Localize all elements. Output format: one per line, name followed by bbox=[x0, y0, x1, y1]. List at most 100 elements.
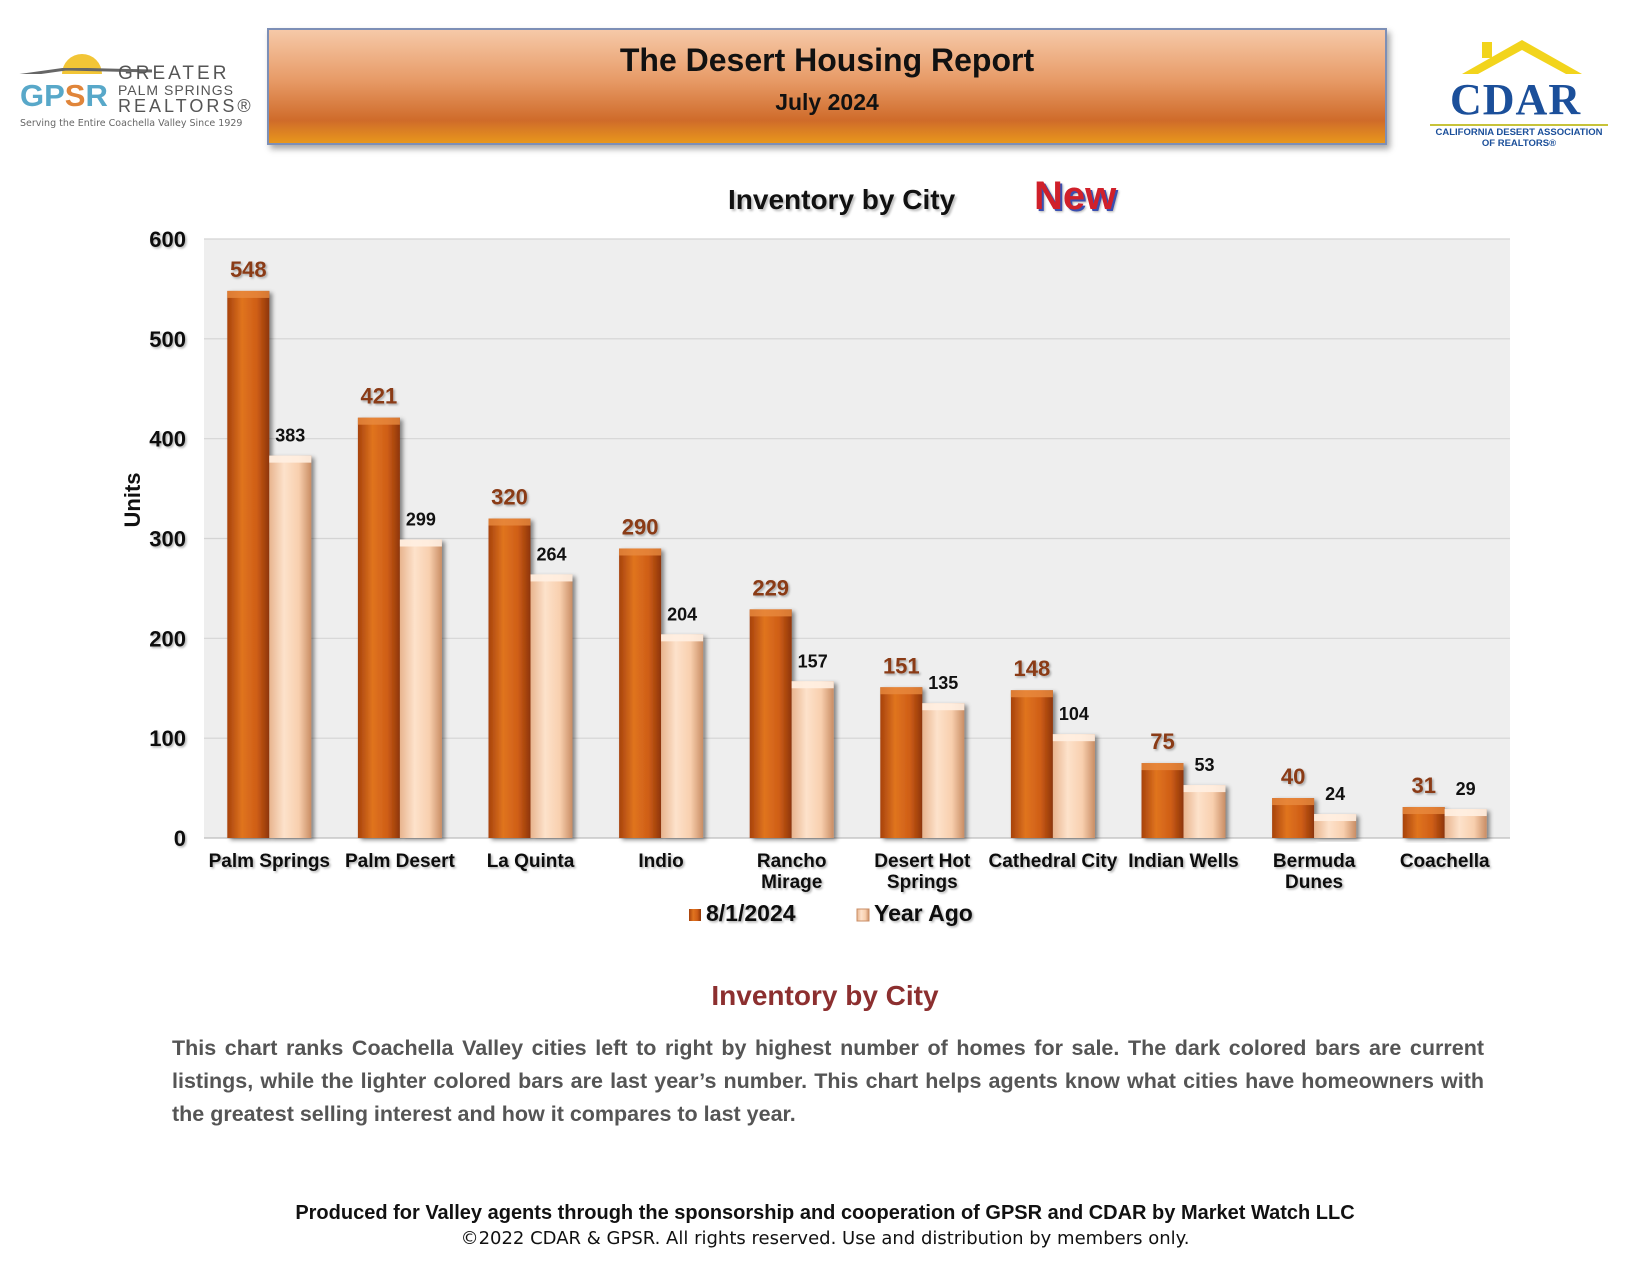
data-label-current: 421 bbox=[361, 384, 398, 409]
data-label-year-ago: 204 bbox=[667, 604, 697, 624]
roof-line-icon bbox=[19, 68, 152, 74]
data-label-current: 320 bbox=[491, 485, 528, 510]
cdar-logo: CDAR CALIFORNIA DESERT ASSOCIATION OF RE… bbox=[1420, 38, 1620, 149]
bar-year-ago bbox=[1052, 734, 1095, 838]
cdar-subtitle-line1: CALIFORNIA DESERT ASSOCIATION bbox=[1435, 127, 1603, 138]
x-category-label: Indio bbox=[638, 851, 683, 872]
report-header: The Desert Housing Report July 2024 bbox=[267, 28, 1387, 145]
bar-current-cap bbox=[880, 687, 923, 695]
y-tick-label: 500 bbox=[149, 327, 186, 352]
section-description: This chart ranks Coachella Valley cities… bbox=[172, 1036, 1484, 1126]
bar-current-cap bbox=[1141, 763, 1184, 771]
x-category-label: Palm Desert bbox=[345, 851, 456, 872]
bar-current-cap bbox=[488, 518, 531, 526]
new-badge: New bbox=[1034, 174, 1117, 218]
y-tick-label: 600 bbox=[149, 227, 186, 252]
bar-year-ago-cap bbox=[1052, 734, 1095, 742]
x-category-label: Palm Springs bbox=[209, 851, 330, 872]
x-category-label: La Quinta bbox=[487, 851, 575, 872]
cdar-wordmark: CDAR bbox=[1450, 75, 1582, 124]
bar-year-ago-cap bbox=[530, 574, 573, 582]
x-category-label: Mirage bbox=[761, 872, 822, 893]
bar-year-ago bbox=[661, 634, 704, 838]
x-category-label: Coachella bbox=[1400, 851, 1490, 872]
x-category-label: Springs bbox=[887, 872, 958, 893]
bar-current bbox=[488, 518, 531, 838]
data-label-year-ago: 157 bbox=[798, 651, 828, 671]
footer-copyright: ©2022 CDAR & GPSR. All rights reserved. … bbox=[460, 1228, 1190, 1249]
data-label-year-ago: 53 bbox=[1194, 755, 1214, 775]
data-label-current: 31 bbox=[1411, 773, 1435, 798]
y-tick-label: 0 bbox=[174, 826, 186, 851]
data-label-current: 40 bbox=[1281, 764, 1305, 789]
bar-year-ago bbox=[269, 455, 312, 838]
x-category-label: Dunes bbox=[1285, 872, 1343, 893]
bar-year-ago bbox=[922, 703, 965, 838]
bar-current-cap bbox=[1402, 807, 1445, 815]
bar-year-ago bbox=[530, 574, 573, 838]
bar-current-cap bbox=[749, 609, 792, 617]
bar-year-ago-cap bbox=[1183, 785, 1226, 793]
data-label-year-ago: 383 bbox=[275, 426, 305, 446]
bar-year-ago-cap bbox=[1314, 814, 1357, 822]
data-label-year-ago: 135 bbox=[928, 673, 958, 693]
legend-swatch-year-ago bbox=[856, 908, 870, 922]
data-label-year-ago: 24 bbox=[1325, 784, 1345, 804]
gpsr-logo: GPSR GREATER PALM SPRINGS REALTORS® Serv… bbox=[14, 52, 254, 132]
x-category-label: Indian Wells bbox=[1128, 851, 1239, 872]
bar-year-ago-cap bbox=[922, 703, 965, 711]
bar-current bbox=[749, 609, 792, 838]
bar-current bbox=[357, 417, 400, 838]
report-date: July 2024 bbox=[775, 89, 879, 115]
bar-current bbox=[227, 290, 270, 838]
bar-current-cap bbox=[227, 290, 270, 298]
x-category-label: Rancho bbox=[757, 851, 827, 872]
bar-current bbox=[880, 687, 923, 838]
cdar-subtitle-line2: OF REALTORS® bbox=[1481, 138, 1557, 149]
bar-year-ago-cap bbox=[399, 539, 442, 547]
section-title: Inventory by City bbox=[711, 980, 939, 1011]
bar-current-cap bbox=[619, 548, 662, 556]
y-tick-label: 400 bbox=[149, 427, 186, 452]
data-label-current: 229 bbox=[752, 575, 789, 600]
y-axis-label: Units bbox=[120, 473, 145, 528]
footer-credit: Produced for Valley agents through the s… bbox=[295, 1202, 1355, 1224]
bar-year-ago-cap bbox=[1444, 809, 1487, 817]
gpsr-tagline: Serving the Entire Coachella Valley Sinc… bbox=[20, 118, 243, 129]
data-label-year-ago: 29 bbox=[1456, 779, 1476, 799]
bar-year-ago-cap bbox=[661, 634, 704, 642]
bar-current bbox=[619, 548, 662, 838]
legend-swatch-current bbox=[689, 909, 701, 921]
gpsr-letters: GPSR bbox=[20, 78, 108, 113]
house-roof-icon bbox=[1462, 40, 1582, 74]
legend-label-year-ago: Year Ago bbox=[874, 900, 973, 926]
x-category-label: Bermuda bbox=[1273, 851, 1356, 872]
bar-year-ago bbox=[1183, 785, 1226, 838]
data-label-current: 75 bbox=[1150, 729, 1174, 754]
x-category-label: Desert Hot bbox=[874, 851, 971, 872]
bar-year-ago-cap bbox=[269, 455, 312, 463]
y-tick-label: 200 bbox=[149, 626, 186, 651]
gpsr-name: GREATER PALM SPRINGS REALTORS® bbox=[118, 63, 254, 116]
bar-current bbox=[1141, 763, 1184, 838]
bar-current-cap bbox=[1272, 798, 1315, 806]
inventory-bar-chart: 0 100 200 300 400 500 600 Units 548 383 Palm Sprin… bbox=[120, 227, 1510, 926]
bar-current bbox=[1010, 690, 1053, 838]
cdar-divider bbox=[1430, 124, 1608, 126]
legend-label-current: 8/1/2024 bbox=[706, 900, 796, 926]
bar-current-cap bbox=[1010, 690, 1053, 698]
report-title: The Desert Housing Report bbox=[619, 42, 1035, 78]
x-category-label: Cathedral City bbox=[988, 851, 1117, 872]
data-label-current: 148 bbox=[1014, 656, 1051, 681]
bar-current-cap bbox=[357, 417, 400, 425]
data-label-year-ago: 299 bbox=[406, 509, 436, 529]
data-label-year-ago: 264 bbox=[536, 544, 566, 564]
bar-year-ago bbox=[791, 681, 834, 838]
bar-year-ago bbox=[399, 539, 442, 838]
data-label-current: 151 bbox=[883, 653, 920, 678]
bar-year-ago-cap bbox=[791, 681, 834, 689]
data-label-current: 290 bbox=[622, 514, 659, 539]
data-label-current: 548 bbox=[230, 257, 267, 282]
y-tick-label: 300 bbox=[149, 527, 186, 552]
y-tick-label: 100 bbox=[149, 726, 186, 751]
